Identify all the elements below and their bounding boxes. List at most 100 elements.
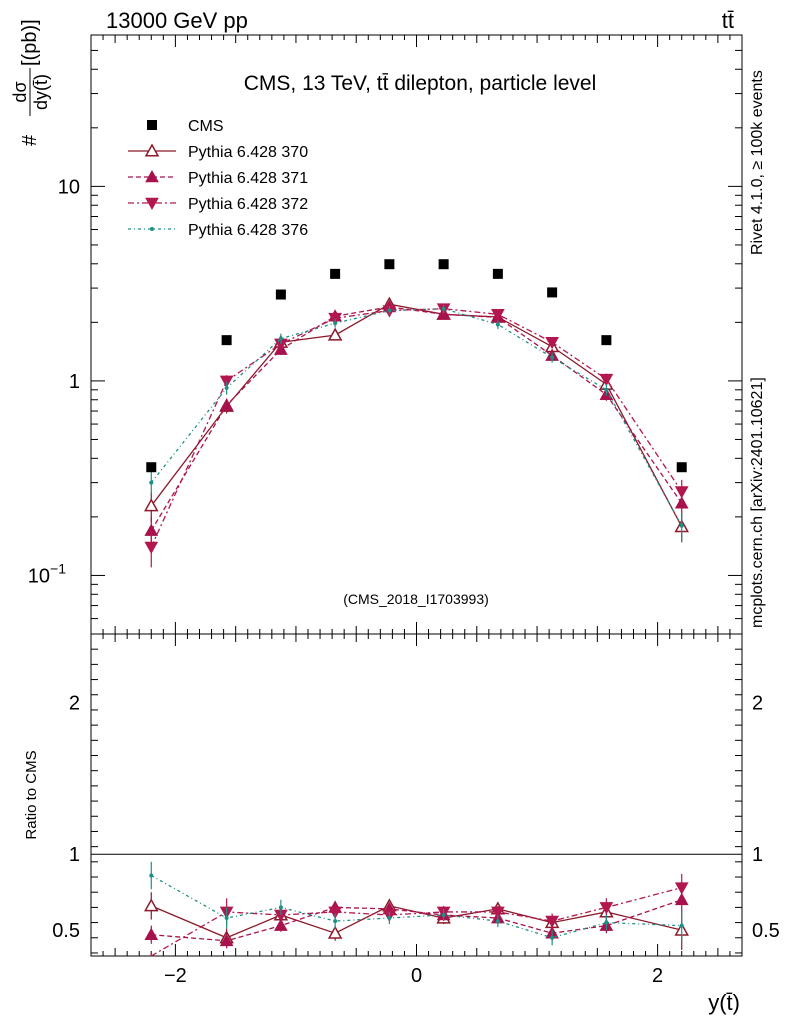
marker	[491, 308, 505, 322]
marker	[278, 336, 283, 341]
marker	[333, 321, 338, 326]
marker	[547, 287, 558, 298]
marker	[145, 197, 159, 211]
ratio-tick-label-right: 0.5	[752, 920, 780, 942]
marker	[604, 387, 609, 392]
ratio-line	[151, 899, 682, 942]
marker	[144, 927, 159, 941]
marker	[145, 169, 159, 183]
ratio-frame	[90, 633, 743, 957]
marker	[147, 120, 157, 130]
ylabel-numerator: dσ	[10, 81, 30, 102]
marker	[492, 268, 503, 279]
x-axis-label: y(t̄)	[708, 990, 740, 1015]
ratio-tick-label-right: 1	[752, 844, 763, 866]
series-1	[144, 296, 689, 543]
legend-label: Pythia 6.428 376	[188, 222, 308, 239]
ratio-tick-label-right: 2	[752, 692, 763, 714]
y-tick-label: 10	[58, 176, 80, 198]
legend-label: CMS	[188, 118, 224, 135]
data-points	[146, 259, 687, 473]
legend: CMS Pythia 6.428 370 Pythia 6.428 371 Pythi…	[128, 118, 308, 239]
series-line	[150, 306, 683, 531]
marker	[599, 902, 614, 915]
ratio-tick-label: 2	[69, 692, 80, 714]
ratio-series	[144, 861, 689, 957]
marker	[545, 915, 559, 929]
mcplots-label: mcplots.cern.ch [arXiv:2401.10621]	[749, 377, 766, 628]
marker	[384, 259, 395, 270]
series-line	[150, 308, 683, 548]
marker	[550, 355, 555, 360]
x-tick-label: 2	[652, 965, 663, 987]
header-left: 13000 GeV pp	[106, 8, 248, 33]
ylabel-unit: [(pb)]	[19, 19, 41, 66]
header-right: tt̄	[722, 8, 734, 33]
marker	[601, 335, 612, 346]
ratio-tick-label: 1	[69, 844, 80, 866]
marker	[387, 308, 392, 313]
ylabel-prefix: #	[19, 134, 41, 146]
ratio-series-4	[149, 861, 684, 946]
marker	[219, 398, 234, 411]
marker	[278, 905, 283, 910]
marker	[438, 259, 449, 270]
y-tick-label: 1	[69, 371, 80, 393]
marker	[441, 912, 446, 917]
marker	[275, 289, 286, 300]
marker	[599, 373, 614, 387]
marker	[149, 480, 154, 485]
ratio-y-axis-label: Ratio to CMS	[23, 750, 40, 839]
legend-label: Pythia 6.428 371	[188, 170, 308, 187]
marker	[327, 925, 343, 939]
marker	[149, 873, 154, 878]
marker	[674, 486, 689, 499]
chart-title: CMS, 13 TeV, tt̄ dilepton, particle leve…	[244, 72, 597, 95]
marker	[676, 462, 687, 473]
marker	[441, 306, 446, 311]
main-y-axis-label: # dσ dy(t̄) [(pb)]	[10, 19, 51, 146]
marker	[604, 920, 609, 925]
series-line	[150, 303, 683, 528]
marker	[387, 916, 392, 921]
legend-label: Pythia 6.428 370	[188, 144, 308, 161]
analysis-id: (CMS_2018_I1703993)	[343, 591, 489, 607]
ratio-tick-label: 0.5	[52, 920, 80, 942]
series-line	[150, 308, 683, 527]
marker	[333, 919, 338, 924]
marker	[144, 541, 159, 555]
marker	[330, 268, 341, 279]
ratio-line	[151, 905, 682, 939]
main-series	[144, 259, 689, 568]
marker	[150, 227, 154, 231]
marker	[674, 882, 689, 895]
marker	[146, 462, 157, 473]
marker	[219, 375, 234, 388]
marker	[144, 498, 159, 512]
marker	[144, 898, 159, 912]
marker	[491, 906, 505, 919]
marker	[274, 918, 288, 931]
marker	[495, 919, 500, 924]
marker	[221, 335, 232, 346]
marker	[328, 312, 342, 326]
legend-label: Pythia 6.428 372	[188, 196, 308, 213]
marker	[545, 336, 559, 350]
axes: −2 0 2 10−1 1 10 0.5 0.5 1 1 2 2	[28, 34, 780, 987]
ratio-line	[150, 887, 682, 957]
marker	[550, 935, 555, 940]
marker	[328, 906, 342, 919]
series-4	[149, 304, 684, 542]
ylabel-denominator: dy(t̄)	[31, 74, 51, 110]
marker	[679, 523, 684, 528]
x-tick-label: −2	[164, 965, 187, 987]
marker	[224, 385, 229, 390]
marker	[327, 327, 343, 341]
marker	[224, 916, 229, 921]
marker	[495, 322, 500, 327]
x-tick-label: 0	[411, 965, 422, 987]
marker	[144, 143, 160, 157]
marker	[679, 923, 684, 928]
y-tick-label: 10−1	[28, 560, 66, 587]
